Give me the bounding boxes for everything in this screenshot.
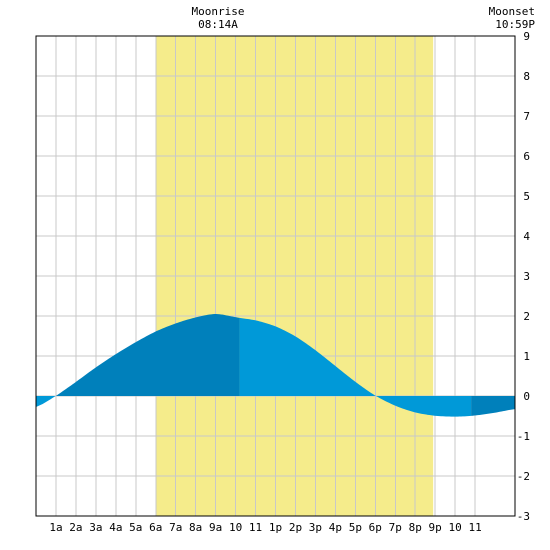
x-tick-label: 3a: [89, 521, 102, 534]
y-tick-label: 1: [523, 350, 530, 363]
plot-frame: [35, 35, 516, 517]
moonrise-time: 08:14A: [198, 18, 238, 31]
y-tick-label: -2: [517, 470, 530, 483]
x-tick-label: 2a: [69, 521, 82, 534]
x-tick-label: 11: [249, 521, 262, 534]
x-tick-label: 7a: [169, 521, 182, 534]
y-tick-label: -3: [517, 510, 530, 523]
y-tick-label: 9: [523, 30, 530, 43]
y-tick-label: 2: [523, 310, 530, 323]
x-tick-label: 8a: [189, 521, 202, 534]
y-tick-label: 6: [523, 150, 530, 163]
y-tick-label: -1: [517, 430, 530, 443]
x-tick-label: 1p: [269, 521, 282, 534]
moonset-time: 10:59P: [495, 18, 535, 31]
moonset-label: Moonset: [489, 5, 535, 18]
y-tick-label: 7: [523, 110, 530, 123]
x-tick-label: 3p: [309, 521, 322, 534]
x-tick-label: 7p: [389, 521, 402, 534]
x-tick-label: 8p: [409, 521, 422, 534]
x-tick-label: 6p: [369, 521, 382, 534]
y-tick-label: 0: [523, 390, 530, 403]
tide-area-segment-1: [36, 395, 56, 407]
x-tick-label: 4p: [329, 521, 342, 534]
moonrise-label: Moonrise: [192, 5, 245, 18]
x-tick-label: 2p: [289, 521, 302, 534]
x-tick-label: 5p: [349, 521, 362, 534]
y-tick-label: 8: [523, 70, 530, 83]
x-tick-label: 11: [468, 521, 481, 534]
y-tick-label: 5: [523, 190, 530, 203]
x-tick-label: 10: [229, 521, 242, 534]
y-tick-label: 3: [523, 270, 530, 283]
tide-area-segment-3: [239, 317, 472, 417]
x-tick-label: 5a: [129, 521, 142, 534]
x-tick-label: 9a: [209, 521, 222, 534]
tide-area-segment-4: [471, 396, 515, 416]
x-tick-label: 6a: [149, 521, 162, 534]
x-tick-label: 9p: [429, 521, 442, 534]
x-tick-label: 1a: [49, 521, 62, 534]
y-tick-label: 4: [523, 230, 530, 243]
x-tick-label: 4a: [109, 521, 122, 534]
tide-area-segment-2: [55, 313, 240, 396]
x-tick-label: 10: [449, 521, 462, 534]
